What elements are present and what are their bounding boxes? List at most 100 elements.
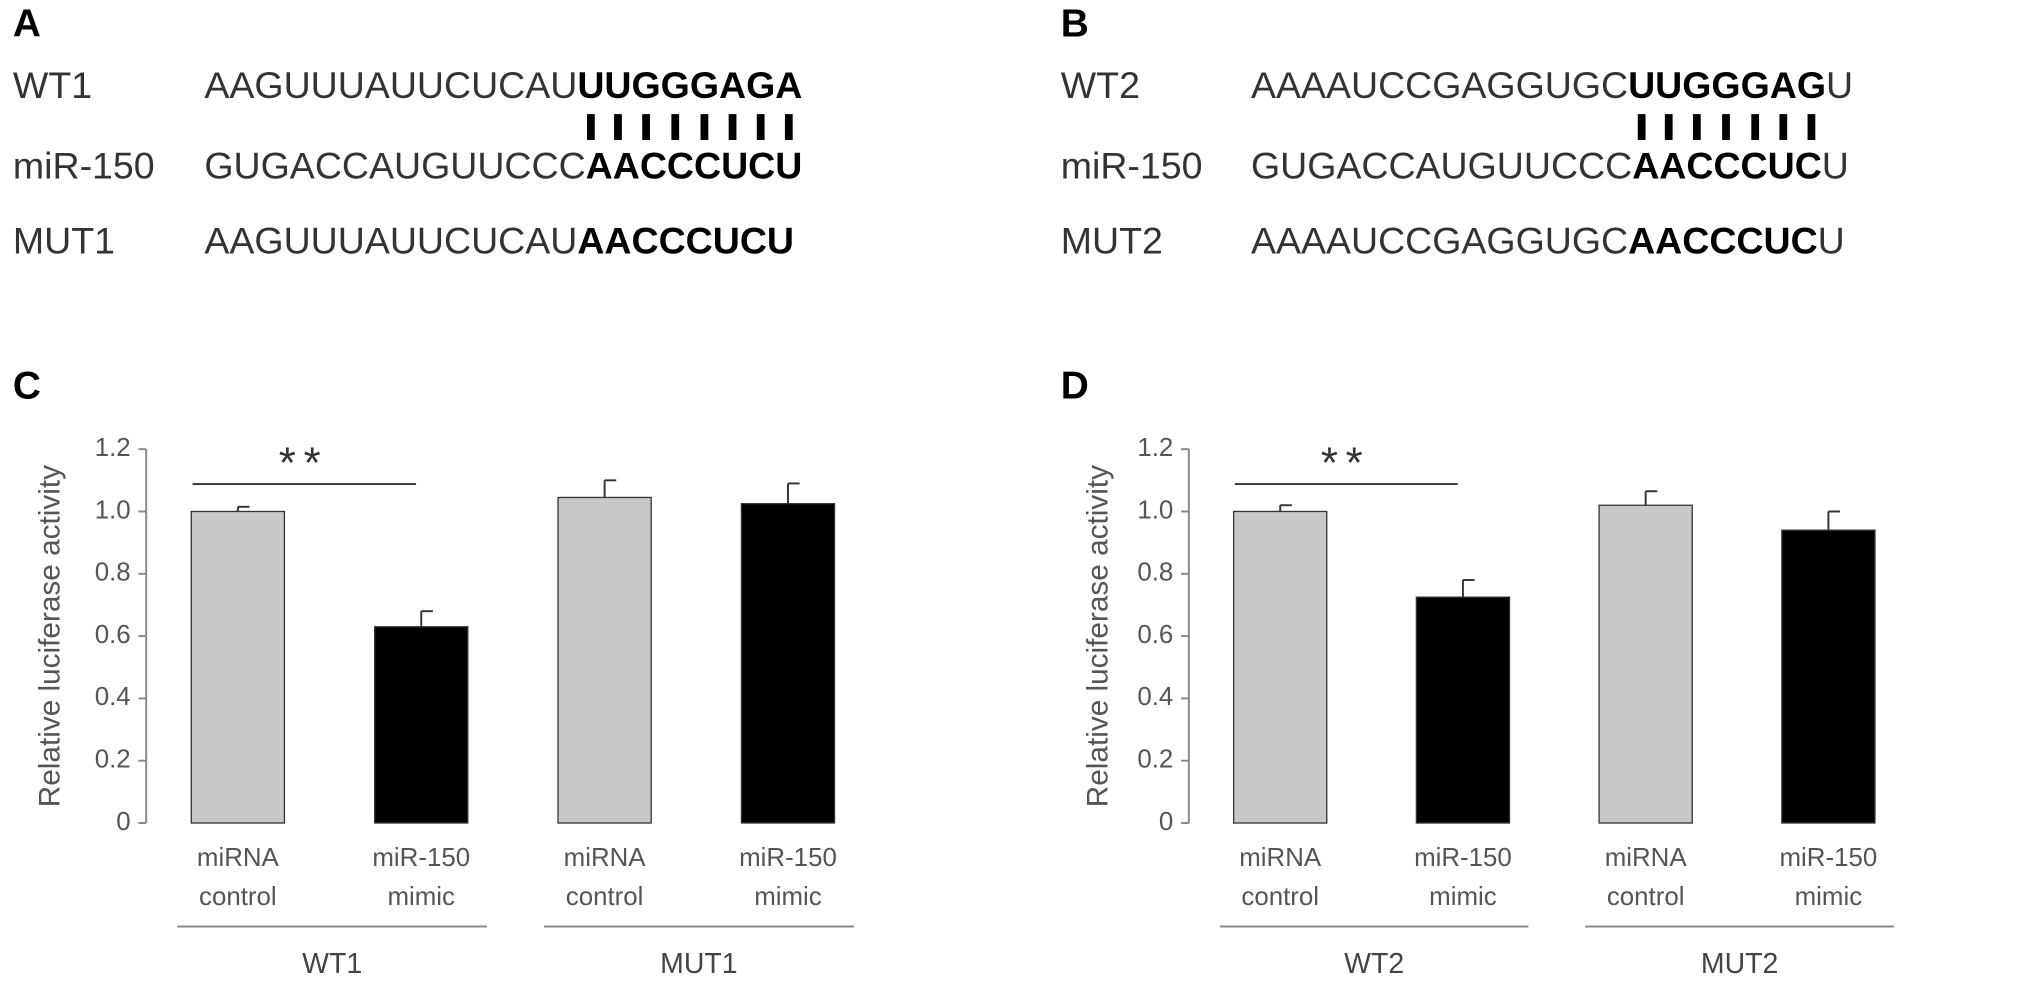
base-pair [1664, 114, 1673, 140]
panel-label: B [1061, 2, 1089, 45]
y-tick-label: 0 [1159, 808, 1173, 836]
x-tick-label-line: miR-150 [1780, 844, 1878, 872]
sequence-segment: U [1822, 144, 1849, 186]
x-tick-label: miRNA control [1239, 844, 1322, 911]
x-tick-label-line: control [199, 883, 277, 911]
x-tick-label: miRNA control [197, 844, 280, 911]
x-tick-label-line: mimic [754, 883, 822, 911]
x-tick-label-line: miR-150 [1414, 844, 1512, 872]
x-tick-label-line: miRNA [564, 844, 647, 872]
significance-label: ** [279, 439, 329, 488]
group-label: MUT2 [1701, 948, 1778, 980]
sequence-segment: AAAAUCCGAGGUGC [1251, 64, 1628, 106]
group-label: WT2 [1344, 948, 1404, 980]
x-tick-label: miR-150 mimic [739, 844, 837, 911]
x-tick-label-line: mimic [1795, 883, 1863, 911]
base-pair [1751, 114, 1760, 140]
base-pair [587, 114, 595, 140]
sequence: AAGUUUAUUCUCAUUUGGGAGA [204, 64, 802, 106]
base-pair [1807, 114, 1816, 140]
y-tick-label: 0.2 [1137, 746, 1173, 774]
y-axis-label: Relative luciferase activity [34, 465, 67, 807]
bar [1232, 510, 1328, 824]
x-tick-label-line: miR-150 [372, 844, 470, 872]
error-bar [787, 482, 800, 504]
sequence: GUGACCAUGUUCCCAACCCUCU [1251, 144, 1849, 186]
base-pair [700, 114, 709, 140]
sequence: GUGACCAUGUUCCCAACCCUCU [204, 144, 802, 186]
y-tick-label: 1.2 [95, 434, 131, 462]
x-tick-label-line: mimic [1429, 883, 1497, 911]
sequence-segment: AAGUUUAUUCUCAU [204, 219, 577, 261]
error-bar [1827, 510, 1841, 531]
y-tick-label: 1.0 [95, 496, 131, 524]
y-tick-label: 0.6 [1137, 621, 1173, 649]
panel-label: A [13, 2, 41, 45]
sequence-name: miR-150 [13, 144, 155, 186]
x-tick-label-line: miRNA [197, 844, 280, 872]
significance-label: ** [1321, 439, 1371, 488]
x-tick-label-line: miRNA [1239, 844, 1322, 872]
base-pair [756, 114, 765, 140]
bar [190, 510, 286, 824]
bar [740, 503, 836, 824]
x-tick-label: miR-150 mimic [372, 844, 470, 911]
x-tick-label-line: mimic [387, 883, 455, 911]
error-bar [1461, 579, 1475, 598]
error-bar [1644, 490, 1658, 506]
y-tick-label: 0.4 [1137, 683, 1173, 711]
y-tick-label: 0.8 [1137, 559, 1173, 587]
sequence-name: WT1 [13, 64, 92, 106]
sequence-name: MUT2 [1061, 219, 1163, 261]
y-tick-label: 0.2 [95, 746, 131, 774]
sequence-segment: AACCCUCU [577, 219, 794, 261]
sequence-name: miR-150 [1061, 144, 1203, 186]
error-bar [1279, 504, 1292, 512]
panel-label: C [13, 365, 41, 408]
sequence-segment: U [1818, 219, 1845, 261]
base-pair [1779, 114, 1788, 140]
base-pair [784, 114, 793, 140]
base-pair [642, 114, 650, 140]
chart: C Relative luciferase activity 0 0.2 0.4 0.6 0… [13, 365, 854, 980]
y-tick-label: 0.4 [95, 683, 131, 711]
sequence-segment: UUGGGAG [1628, 64, 1826, 106]
group-label: WT1 [302, 948, 362, 980]
y-tick-label: 1.0 [1137, 496, 1173, 524]
sequence-name: MUT1 [13, 219, 115, 261]
x-tick-label-line: control [566, 883, 644, 911]
sequence-name: WT2 [1061, 64, 1140, 106]
sequence-segment: AACCCUC [1628, 219, 1818, 261]
sequence-segment: GUGACCAUGUUCCC [204, 144, 585, 186]
sequence-segment: AACCCUC [1632, 144, 1822, 186]
x-tick-label-line: control [1607, 883, 1685, 911]
sequence-segment: U [1826, 64, 1853, 106]
y-axis-label: Relative luciferase activity [1081, 465, 1114, 807]
base-pair [671, 114, 680, 140]
base-pair [614, 114, 622, 140]
panel-label: D [1061, 365, 1089, 408]
error-bar [420, 610, 433, 627]
sequence: AAAAUCCGAGGUGCAACCCUCU [1251, 219, 1845, 261]
y-tick-label: 0.8 [95, 559, 131, 587]
chart: D Relative luciferase activity 0 0.2 0.4 0.6 0… [1061, 365, 1894, 980]
sequence-segment: AAGUUUAUUCUCAU [204, 64, 577, 106]
x-tick-label: miRNA control [1605, 844, 1688, 911]
base-pair [1637, 114, 1646, 140]
sequence: AAGUUUAUUCUCAUAACCCUCU [204, 219, 794, 261]
bar [557, 496, 652, 824]
sequence-segment: AAAAUCCGAGGUGC [1251, 219, 1628, 261]
y-tick-label: 1.2 [1137, 434, 1173, 462]
x-tick-label-line: miRNA [1605, 844, 1688, 872]
group-label: MUT1 [660, 948, 737, 980]
x-tick-label-line: miR-150 [739, 844, 837, 872]
bar [1781, 529, 1876, 824]
y-tick-label: 0 [116, 808, 130, 836]
sequence: AAAAUCCGAGGUGCUUGGGAGU [1251, 64, 1853, 106]
bar [374, 626, 469, 824]
sequence-segment: GUGACCAUGUUCCC [1251, 144, 1632, 186]
error-bar [603, 479, 617, 498]
x-tick-label-line: control [1241, 883, 1319, 911]
